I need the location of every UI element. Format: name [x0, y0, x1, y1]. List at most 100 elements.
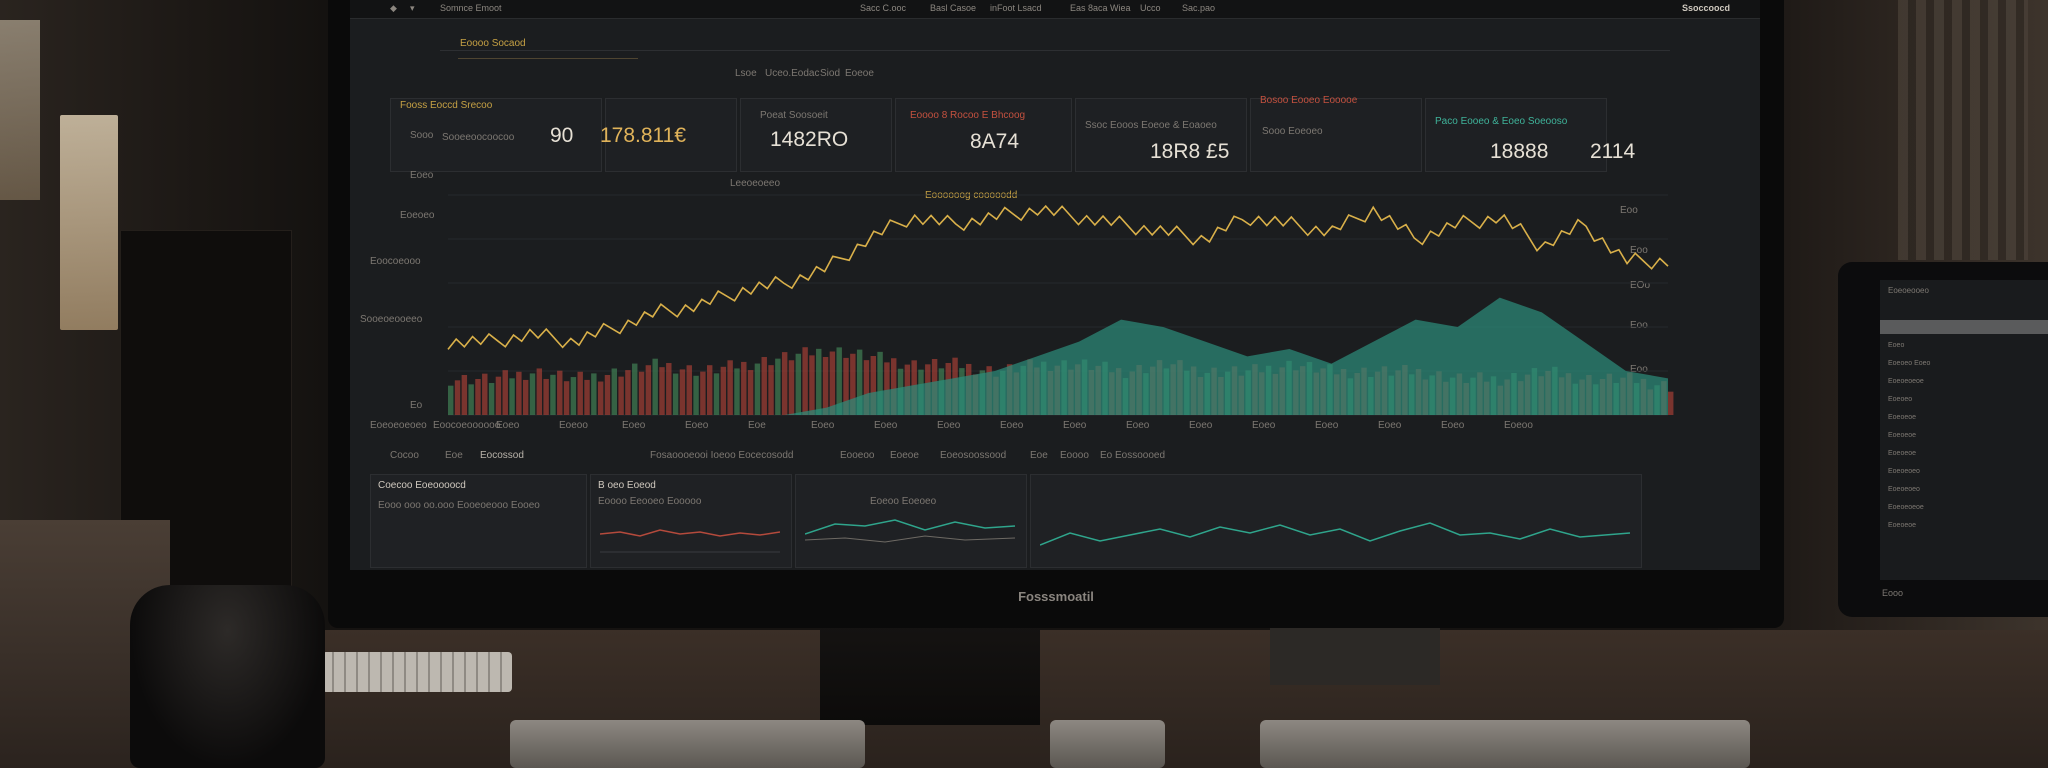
x-tick-label: Eoeo: [811, 420, 835, 431]
menu-item[interactable]: Eas 8aca Wiea: [1070, 3, 1131, 13]
panel-subtitle: Eooo ooo oo.ooo Eooeoeooo Eooeo: [378, 500, 540, 511]
series-line-gold: [447, 204, 1669, 350]
filter-item[interactable]: Siod: [820, 68, 841, 79]
chart-bar: [829, 351, 836, 415]
section-tab[interactable]: Eoeosoossood: [940, 450, 1007, 461]
tablet-list-item[interactable]: Eoeoeoe: [1888, 432, 1917, 439]
right-axis-label: Eoo: [1630, 245, 1648, 256]
chart-bar: [720, 366, 727, 415]
tablet-list-item[interactable]: Eoeoeoeo: [1888, 486, 1920, 493]
x-tick-label: Eoeo: [622, 420, 646, 431]
main-area-chart[interactable]: [438, 185, 1708, 435]
kpi-card[interactable]: [895, 98, 1072, 172]
kpi-card[interactable]: [1250, 98, 1422, 172]
menu-icon[interactable]: ◆: [390, 3, 397, 13]
kpi-card[interactable]: [740, 98, 892, 172]
menu-item[interactable]: Basl Casoe: [930, 3, 977, 13]
section-tab[interactable]: Eoooo: [1060, 450, 1089, 461]
kpi-card[interactable]: [605, 98, 737, 172]
y-axis-label: Sooo: [410, 130, 434, 141]
top-menu-bar: ◆ ▾ Somnce Emoot Sacc C.ooc Basl Casoe i…: [350, 0, 1760, 19]
kpi-label: Ssoc Eooos Eoeoe & Eoaoeo: [1085, 120, 1217, 131]
chart-bar: [529, 373, 536, 415]
chart-bar: [863, 360, 870, 415]
section-tab[interactable]: Eoe: [1030, 450, 1048, 461]
chart-bar: [461, 375, 468, 415]
tablet-list-item[interactable]: Eoeoeo Eoeo: [1888, 360, 1931, 367]
kpi-label: Bosoo Eooeo Eooooe: [1260, 95, 1358, 106]
tablet-list-item[interactable]: Eoeo: [1888, 342, 1905, 349]
section-tab[interactable]: Eocossod: [480, 450, 524, 461]
x-tick-label: Eoeo: [874, 420, 898, 431]
bottom-panel[interactable]: [370, 474, 587, 568]
chart-bar: [482, 373, 488, 415]
tablet-list-item[interactable]: Eoeoeoe: [1888, 450, 1917, 457]
x-tick-label: Eoocoeoooooo: [433, 420, 501, 431]
tablet-header: Eoeoeooeo: [1888, 286, 1929, 295]
kpi-sublabel: Sooo Eoeoeo: [1262, 126, 1323, 137]
chart-bar: [741, 361, 747, 415]
chart-bar: [543, 378, 549, 415]
tablet-list-item[interactable]: Eoeoeoe: [1888, 414, 1917, 421]
kpi-card[interactable]: [1075, 98, 1247, 172]
kpi-sublabel: Sooeeoocoocoo: [442, 132, 515, 143]
window-blind: [1898, 0, 2028, 260]
filter-item[interactable]: Lsoe: [735, 68, 757, 79]
chart-bar: [870, 355, 876, 415]
section-tab[interactable]: Eoe: [445, 450, 463, 461]
section-tab[interactable]: Eo Eossoooed: [1100, 450, 1166, 461]
filter-item[interactable]: Uceo.Eodac: [765, 68, 820, 79]
bottom-panel[interactable]: [795, 474, 1027, 568]
menu-item[interactable]: Sacc C.ooc: [860, 3, 907, 13]
window-light: [0, 20, 40, 200]
tablet-list-item[interactable]: Eoeoeoeoe: [1888, 378, 1924, 385]
header-link[interactable]: Eoooo Socaod: [460, 38, 526, 49]
chart-bar: [475, 379, 481, 415]
chart-bar: [516, 371, 522, 415]
kpi-card[interactable]: [1425, 98, 1607, 172]
keyboard[interactable]: [510, 720, 865, 768]
x-tick-label: Eoeoo: [1504, 420, 1533, 431]
section-tab[interactable]: Cocoo: [390, 450, 419, 461]
tablet-search-bar[interactable]: [1880, 320, 2048, 334]
tablet-list-item[interactable]: Eoeoeoe: [1888, 522, 1917, 529]
kpi-card[interactable]: [390, 98, 602, 172]
bottom-panel[interactable]: [1030, 474, 1642, 568]
menu-item[interactable]: Ucco: [1140, 3, 1161, 13]
tablet-list-item[interactable]: Eoeoeoeo: [1888, 468, 1920, 475]
keyboard[interactable]: [1260, 720, 1750, 768]
x-tick-label: Eoeo: [1189, 420, 1213, 431]
window-light: [60, 115, 118, 330]
monitor: ◆ ▾ Somnce Emoot Sacc C.ooc Basl Casoe i…: [328, 0, 1784, 628]
section-tab[interactable]: Eoeoe: [890, 450, 919, 461]
mouse-pad: [1050, 720, 1165, 768]
kpi-label: Fooss Eoccd Srecoo: [400, 100, 493, 111]
menu-item[interactable]: Somnce Emoot: [440, 3, 502, 13]
x-tick-label: Eoeo: [1441, 420, 1465, 431]
right-axis-label: Eoo: [1630, 320, 1648, 331]
section-tab[interactable]: Eooeoo: [840, 450, 875, 461]
chart-bar: [570, 377, 577, 415]
chart-bar: [645, 365, 652, 415]
menu-icon[interactable]: ▾: [410, 3, 415, 13]
x-tick-label: Eoeoeoeoeo: [370, 420, 427, 431]
mini-line-chart: [805, 519, 1015, 543]
app-logo: Ssoccoocd: [1681, 3, 1730, 13]
menu-item[interactable]: Sac.pao: [1182, 3, 1216, 13]
x-tick-label: Eoeo: [1252, 420, 1276, 431]
kpi-caption: Leeoeoeeo: [730, 178, 781, 189]
chart-bar: [632, 363, 638, 415]
panel-title: B oeo Eoeod: [598, 480, 656, 491]
chart-bar: [700, 371, 706, 415]
menu-item[interactable]: inFoot Lsacd: [990, 3, 1042, 13]
kpi-value: 18888: [1490, 140, 1549, 163]
kpi-value: 178.811€: [600, 124, 687, 147]
tablet-list-item[interactable]: Eoeoeoeoe: [1888, 504, 1924, 511]
tablet-list-item[interactable]: Eoeoeo: [1888, 396, 1913, 403]
panel-subtitle: Eoooo Eeooeo Eooooo: [598, 496, 702, 507]
chart-bar: [604, 375, 611, 415]
chart-bar: [679, 369, 686, 415]
section-tab[interactable]: Fosaoooeooi Ioeoo Eocecosodd: [650, 450, 794, 461]
filter-item[interactable]: Eoeoe: [845, 68, 874, 79]
keyboard[interactable]: [322, 652, 512, 692]
